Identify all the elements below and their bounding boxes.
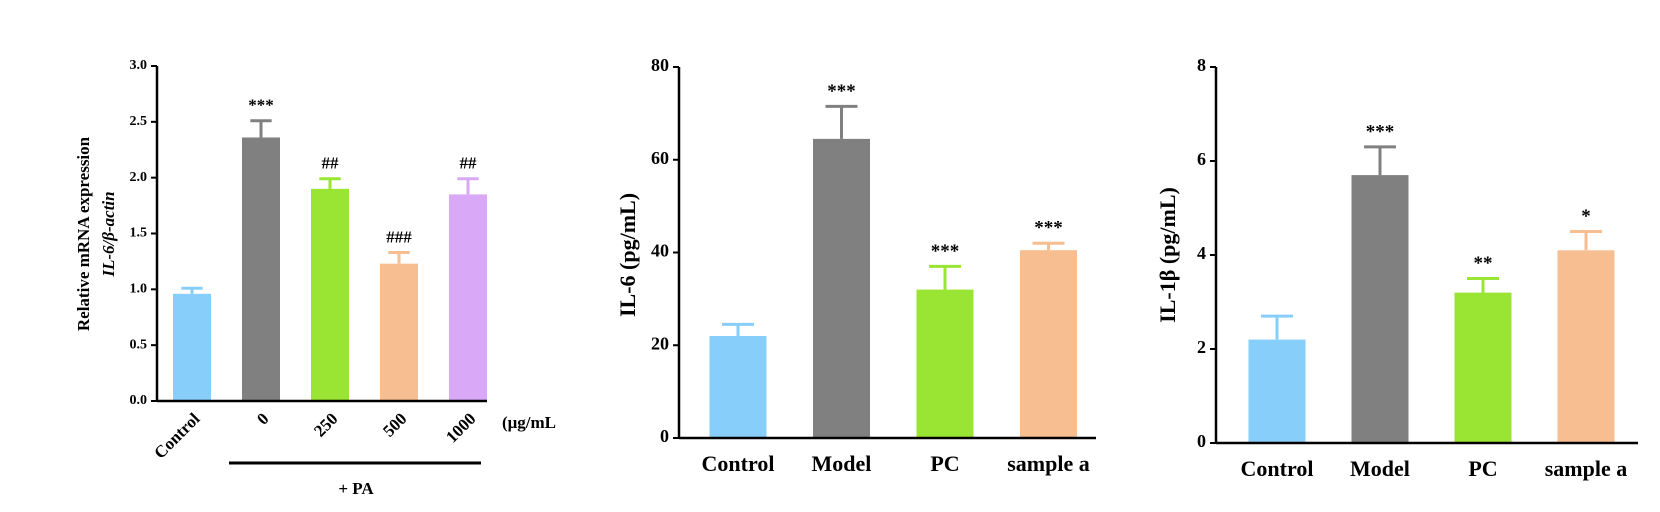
bar bbox=[173, 293, 211, 401]
x-tick-label: Model bbox=[1350, 456, 1410, 481]
error-bar bbox=[1032, 241, 1065, 251]
significance-label: ### bbox=[386, 227, 412, 246]
bar bbox=[709, 335, 767, 438]
error-bar bbox=[319, 177, 341, 189]
unit-label: (μg/mL bbox=[502, 413, 556, 432]
y-axis-label: IL-1β (pg/mL) bbox=[1155, 187, 1180, 323]
bar bbox=[311, 188, 349, 401]
significance-label: ## bbox=[322, 154, 340, 173]
error-bar bbox=[1467, 277, 1499, 293]
bar bbox=[1557, 250, 1615, 443]
significance-label: *** bbox=[248, 96, 274, 115]
bar bbox=[1454, 292, 1512, 443]
significance-label: *** bbox=[1366, 121, 1395, 142]
significance-label: *** bbox=[931, 241, 960, 262]
bar bbox=[242, 137, 280, 401]
y-tick-label: 80 bbox=[651, 55, 669, 75]
error-bar bbox=[457, 177, 479, 195]
x-tick-label: 0 bbox=[253, 409, 272, 428]
bar bbox=[1351, 175, 1409, 443]
x-tick-label: sample a bbox=[1545, 456, 1628, 481]
x-tick-label: Model bbox=[812, 451, 872, 476]
y-axis-label: Relative mRNA expression bbox=[74, 136, 93, 331]
bar bbox=[449, 194, 487, 401]
significance-label: * bbox=[1581, 206, 1591, 227]
y-tick-label: 2.0 bbox=[130, 170, 148, 185]
bar bbox=[1020, 250, 1077, 438]
y-tick-label: 0.5 bbox=[130, 337, 148, 352]
y-tick-label: 0.0 bbox=[130, 393, 148, 408]
bar bbox=[916, 289, 974, 438]
y-tick-label: 6 bbox=[1197, 149, 1206, 169]
group-label: + PA bbox=[338, 479, 374, 498]
error-bar bbox=[181, 286, 203, 294]
y-tick-label: 1.0 bbox=[130, 282, 148, 297]
x-tick-label: PC bbox=[930, 451, 959, 476]
y-tick-label: 60 bbox=[651, 148, 669, 168]
error-bar bbox=[825, 104, 858, 139]
error-bar bbox=[929, 264, 961, 290]
error-bar bbox=[388, 250, 410, 264]
significance-label: *** bbox=[1034, 218, 1063, 239]
x-tick-label: Control bbox=[702, 451, 775, 476]
y-tick-label: 1.5 bbox=[130, 226, 148, 241]
significance-label: ** bbox=[1474, 253, 1493, 274]
y-tick-label: 3.0 bbox=[130, 58, 148, 73]
bar bbox=[813, 138, 870, 438]
x-tick-label: 1000 bbox=[442, 409, 479, 446]
x-tick-label: PC bbox=[1468, 456, 1497, 481]
significance-label: ## bbox=[460, 154, 478, 173]
x-tick-label: 250 bbox=[310, 409, 341, 440]
y-tick-label: 0 bbox=[1197, 431, 1206, 451]
y-tick-label: 8 bbox=[1197, 55, 1206, 75]
significance-label: *** bbox=[827, 81, 856, 102]
error-bar bbox=[1364, 145, 1396, 176]
y-tick-label: 0 bbox=[660, 426, 669, 446]
error-bar bbox=[722, 322, 754, 336]
x-tick-label: 500 bbox=[379, 409, 410, 440]
bar bbox=[380, 263, 418, 401]
error-bar bbox=[250, 119, 272, 138]
y-tick-label: 2.5 bbox=[130, 114, 148, 129]
bar bbox=[1248, 339, 1306, 443]
error-bar bbox=[1261, 314, 1293, 340]
y-tick-label: 2 bbox=[1197, 337, 1206, 357]
y-axis-label: IL-6/β-actin bbox=[99, 191, 118, 277]
y-tick-label: 40 bbox=[651, 241, 669, 261]
x-tick-label: Control bbox=[1241, 456, 1314, 481]
y-tick-label: 4 bbox=[1197, 243, 1206, 263]
y-tick-label: 20 bbox=[651, 333, 669, 353]
x-tick-label: sample a bbox=[1007, 451, 1090, 476]
y-axis-label: IL-6 (pg/mL) bbox=[615, 193, 640, 317]
error-bar bbox=[1570, 230, 1602, 251]
x-tick-label: Control bbox=[150, 409, 203, 462]
